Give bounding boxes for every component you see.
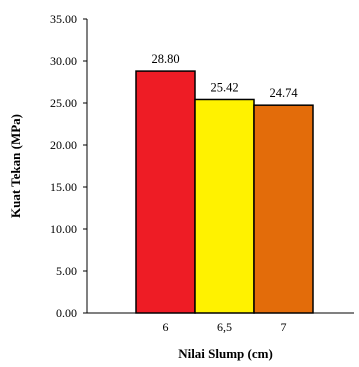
x-axis-title: Nilai Slump (cm) [178,346,273,361]
y-tick-label: 25.00 [50,96,77,110]
y-tick-label: 15.00 [50,180,77,194]
y-axis-title: Kuat Tekan (MPa) [8,114,23,218]
y-tick-label: 30.00 [50,54,77,68]
x-tick-label: 6,5 [217,320,232,334]
data-label: 25.42 [210,80,238,94]
y-tick-label: 0.00 [56,306,77,320]
x-tick-label: 6 [163,320,169,334]
x-axis-tick-labels: 6 6,5 7 [163,320,287,334]
bar-6,5 [194,98,255,314]
bar-7 [253,104,314,314]
bar-6 [135,70,196,314]
y-axis-ticks: 0.00 5.00 10.00 15.00 20.00 25.00 30.00 35.00 [50,12,87,320]
x-tick-label: 7 [281,320,287,334]
data-label: 28.80 [151,52,179,66]
y-tick-label: 35.00 [50,12,77,26]
y-tick-label: 5.00 [56,264,77,278]
bars: 28.80 25.42 24.74 [135,52,314,314]
data-label: 24.74 [269,86,298,100]
y-tick-label: 20.00 [50,138,77,152]
y-tick-label: 10.00 [50,222,77,236]
